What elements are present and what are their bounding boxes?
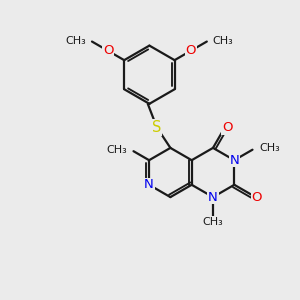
- Text: N: N: [208, 190, 218, 204]
- Text: S: S: [152, 120, 162, 135]
- Text: CH₃: CH₃: [202, 217, 224, 227]
- Text: O: O: [251, 190, 262, 204]
- Text: O: O: [185, 44, 196, 57]
- Text: CH₃: CH₃: [212, 36, 233, 46]
- Text: O: O: [103, 44, 113, 57]
- Text: CH₃: CH₃: [66, 36, 87, 46]
- Text: CH₃: CH₃: [106, 145, 127, 155]
- Text: N: N: [230, 154, 239, 167]
- Text: N: N: [144, 178, 154, 191]
- Text: O: O: [222, 121, 233, 134]
- Text: CH₃: CH₃: [259, 143, 280, 153]
